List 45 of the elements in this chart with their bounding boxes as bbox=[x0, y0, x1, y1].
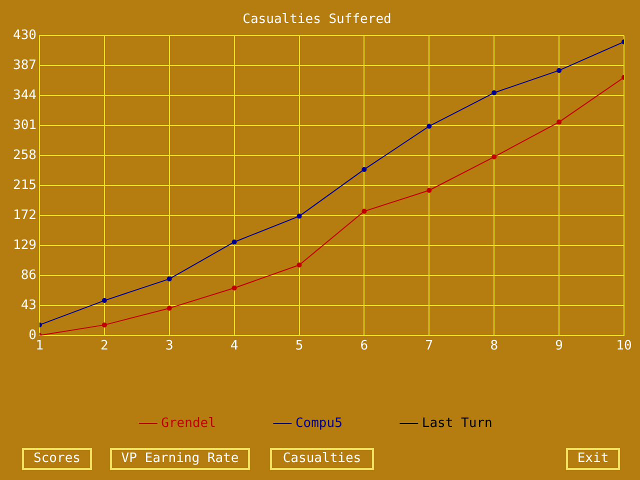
text: Scores bbox=[22, 448, 92, 470]
legend-label: Last Turn bbox=[422, 416, 492, 431]
point bbox=[426, 124, 432, 129]
text: VP Earning Rate bbox=[110, 448, 250, 470]
chart-title: Casualties Suffered bbox=[242, 12, 392, 28]
point bbox=[362, 208, 367, 214]
y-tick-label: 0 bbox=[28, 328, 36, 343]
x-tick-label: 4 bbox=[230, 338, 238, 354]
point bbox=[492, 90, 497, 96]
point bbox=[166, 276, 172, 282]
y-tick-label: 430 bbox=[12, 28, 36, 43]
x-tick-label: 2 bbox=[100, 338, 108, 354]
x-tick-label: 8 bbox=[490, 338, 498, 354]
legend-label: Compu5 bbox=[295, 416, 342, 431]
y-tick-label: 387 bbox=[12, 58, 36, 73]
point bbox=[232, 239, 237, 244]
y-tick-label: 258 bbox=[12, 148, 36, 163]
text: Casualties bbox=[270, 448, 374, 470]
x-tick-label: 1 bbox=[36, 338, 44, 354]
y-tick-label: 172 bbox=[12, 208, 36, 223]
point bbox=[492, 154, 497, 160]
y-tick-label: 301 bbox=[12, 118, 36, 133]
y-tick-label: 344 bbox=[12, 88, 37, 103]
x-tick-label: 10 bbox=[616, 338, 632, 354]
point bbox=[166, 306, 172, 311]
point bbox=[556, 68, 562, 73]
x-tick-label: 5 bbox=[295, 338, 304, 354]
y-tick-label: 129 bbox=[12, 238, 36, 253]
y-tick-label: 86 bbox=[20, 268, 36, 283]
x-tick-label: 9 bbox=[555, 338, 563, 354]
point bbox=[556, 120, 562, 125]
point bbox=[426, 188, 432, 193]
x-tick-label: 3 bbox=[165, 338, 174, 354]
legend-label: Grendel bbox=[161, 416, 216, 431]
y-tick-label: 215 bbox=[12, 178, 36, 193]
text: Exit bbox=[566, 448, 620, 470]
point bbox=[362, 166, 367, 172]
point bbox=[102, 322, 107, 328]
point bbox=[232, 285, 237, 290]
x-tick-label: 7 bbox=[425, 338, 434, 354]
x-tick-label: 6 bbox=[360, 338, 368, 354]
point bbox=[102, 298, 107, 304]
point bbox=[296, 214, 302, 219]
point bbox=[296, 262, 302, 268]
y-tick-label: 43 bbox=[20, 298, 36, 313]
